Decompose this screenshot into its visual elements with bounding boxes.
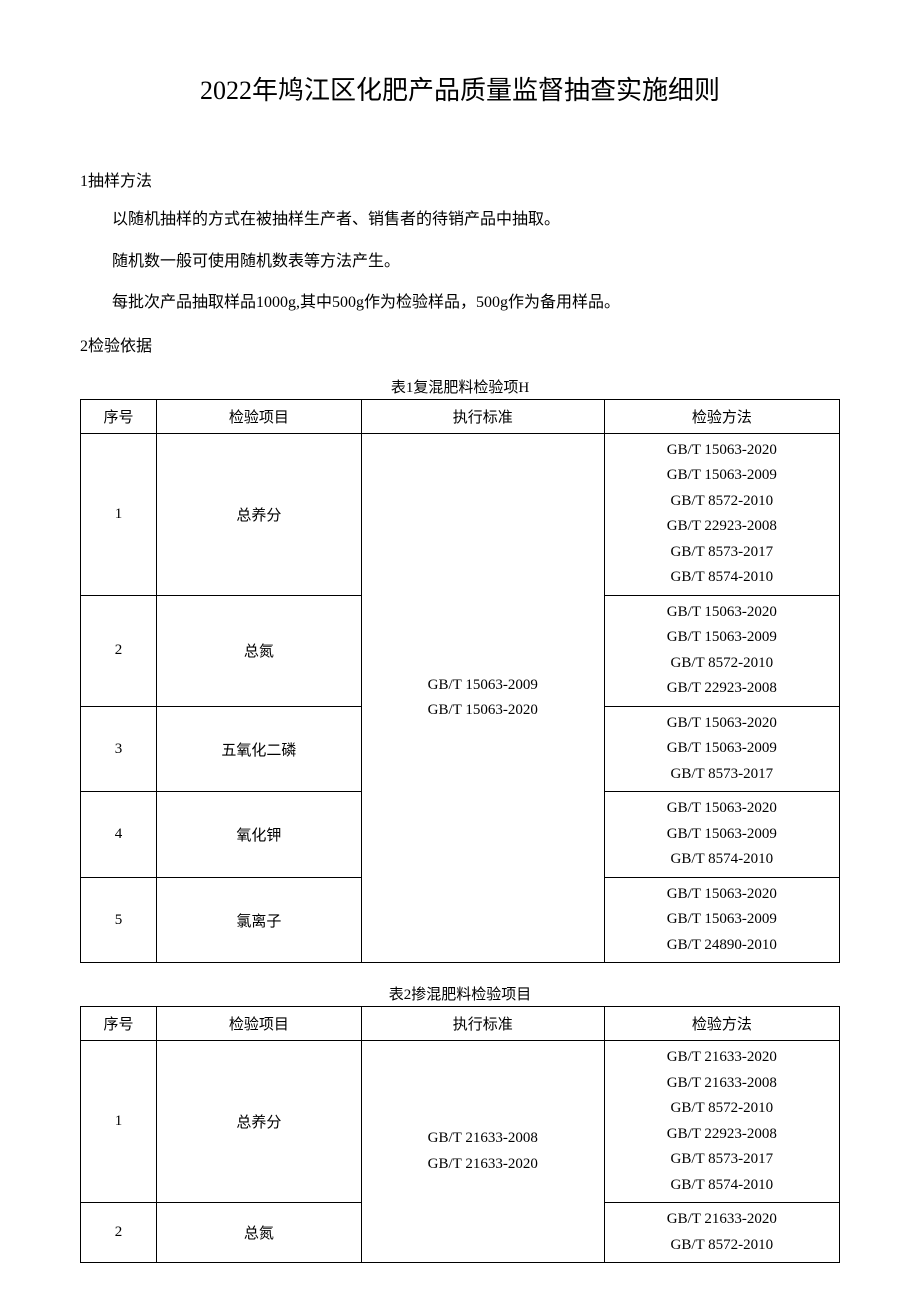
cell-item: 氯离子 <box>156 877 361 963</box>
cell-method: GB/T 15063-2020GB/T 15063-2009GB/T 8572-… <box>604 595 839 706</box>
cell-item: 总氮 <box>156 595 361 706</box>
section-2-heading: 2检验依据 <box>80 332 840 356</box>
table-2: 序号 检验项目 执行标准 检验方法 1总养分GB/T 21633-2008 GB… <box>80 1006 840 1263</box>
cell-item: 总氮 <box>156 1203 361 1263</box>
cell-item: 总养分 <box>156 433 361 595</box>
cell-method: GB/T 21633-2020GB/T 21633-2008GB/T 8572-… <box>604 1041 839 1203</box>
table-1: 序号 检验项目 执行标准 检验方法 1总养分GB/T 15063-2009 GB… <box>80 399 840 964</box>
table-header-method: 检验方法 <box>604 1007 839 1041</box>
table-header-seq: 序号 <box>81 1007 157 1041</box>
cell-seq: 4 <box>81 792 157 878</box>
table-header-item: 检验项目 <box>156 399 361 433</box>
cell-standard: GB/T 21633-2008 GB/T 21633-2020 <box>361 1041 604 1263</box>
cell-method: GB/T 15063-2020GB/T 15063-2009GB/T 8573-… <box>604 706 839 792</box>
table-header-item: 检验项目 <box>156 1007 361 1041</box>
cell-seq: 5 <box>81 877 157 963</box>
cell-method: GB/T 21633-2020GB/T 8572-2010 <box>604 1203 839 1263</box>
cell-item: 氧化钾 <box>156 792 361 878</box>
table-row: 序号 检验项目 执行标准 检验方法 <box>81 1007 840 1041</box>
table-header-standard: 执行标准 <box>361 399 604 433</box>
cell-seq: 1 <box>81 433 157 595</box>
cell-method: GB/T 15063-2020GB/T 15063-2009GB/T 8572-… <box>604 433 839 595</box>
table-row: 1总养分GB/T 15063-2009 GB/T 15063-2020GB/T … <box>81 433 840 595</box>
table-header-seq: 序号 <box>81 399 157 433</box>
table-2-caption: 表2掺混肥料检验项目 <box>80 983 840 1004</box>
cell-item: 总养分 <box>156 1041 361 1203</box>
cell-item: 五氧化二磷 <box>156 706 361 792</box>
table-row: 1总养分GB/T 21633-2008 GB/T 21633-2020GB/T … <box>81 1041 840 1203</box>
section-1-p2: 随机数一般可使用随机数表等方法产生。 <box>80 249 840 275</box>
table-header-method: 检验方法 <box>604 399 839 433</box>
cell-seq: 2 <box>81 1203 157 1263</box>
cell-seq: 3 <box>81 706 157 792</box>
page-title: 2022年鸠江区化肥产品质量监督抽查实施细则 <box>80 70 840 107</box>
section-1-p3: 每批次产品抽取样品1000g,其中500g作为检验样品，500g作为备用样品。 <box>80 290 840 316</box>
cell-method: GB/T 15063-2020GB/T 15063-2009GB/T 8574-… <box>604 792 839 878</box>
table-1-caption: 表1复混肥料检验项H <box>80 376 840 397</box>
cell-method: GB/T 15063-2020GB/T 15063-2009GB/T 24890… <box>604 877 839 963</box>
cell-standard: GB/T 15063-2009 GB/T 15063-2020 <box>361 433 604 963</box>
table-header-standard: 执行标准 <box>361 1007 604 1041</box>
section-1-heading: 1抽样方法 <box>80 167 840 191</box>
cell-seq: 1 <box>81 1041 157 1203</box>
section-1-p1: 以随机抽样的方式在被抽样生产者、销售者的待销产品中抽取。 <box>80 207 840 233</box>
cell-seq: 2 <box>81 595 157 706</box>
table-row: 序号 检验项目 执行标准 检验方法 <box>81 399 840 433</box>
